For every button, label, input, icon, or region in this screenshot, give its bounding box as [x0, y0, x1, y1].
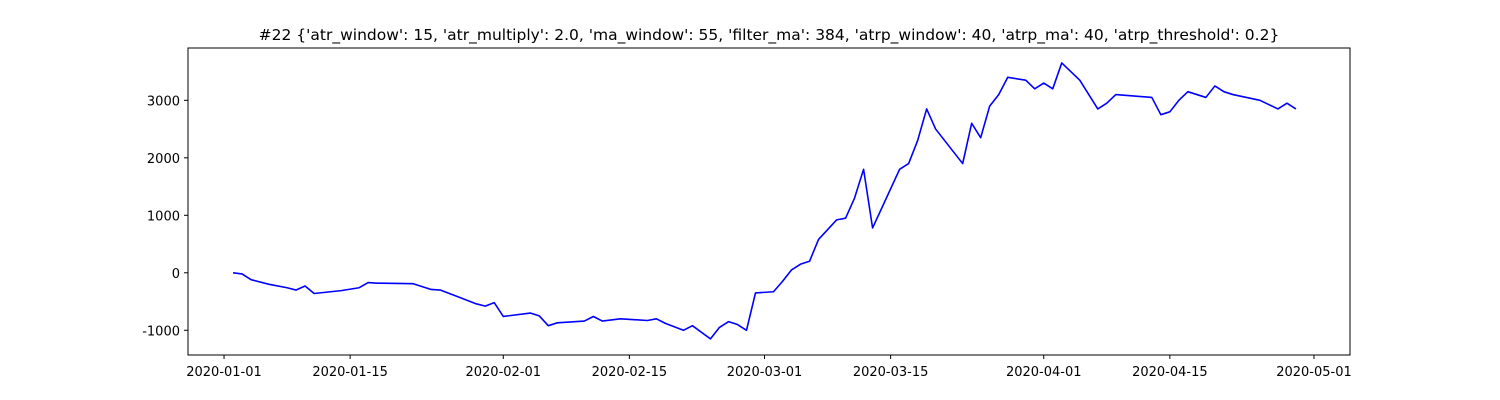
- y-tick-label: -1000: [142, 324, 180, 339]
- x-tick-label: 2020-02-15: [592, 365, 668, 380]
- y-tick-label: 0: [172, 267, 180, 282]
- x-tick-label: 2020-03-01: [727, 365, 803, 380]
- y-tick-label: 3000: [147, 94, 180, 109]
- x-tick-label: 2020-01-01: [186, 365, 262, 380]
- y-tick-label: 1000: [147, 209, 180, 224]
- x-tick-label: 2020-05-01: [1276, 365, 1352, 380]
- x-tick-label: 2020-04-01: [1006, 365, 1082, 380]
- x-tick-label: 2020-04-15: [1132, 365, 1208, 380]
- y-tick-label: 2000: [147, 152, 180, 167]
- x-tick-label: 2020-01-15: [312, 365, 388, 380]
- x-tick-label: 2020-03-15: [853, 365, 929, 380]
- plot-frame: [187, 47, 1351, 356]
- line-series: [232, 62, 1297, 340]
- x-tick-label: 2020-02-01: [465, 365, 541, 380]
- chart-title: #22 {'atr_window': 15, 'atr_multiply': 2…: [259, 26, 1280, 45]
